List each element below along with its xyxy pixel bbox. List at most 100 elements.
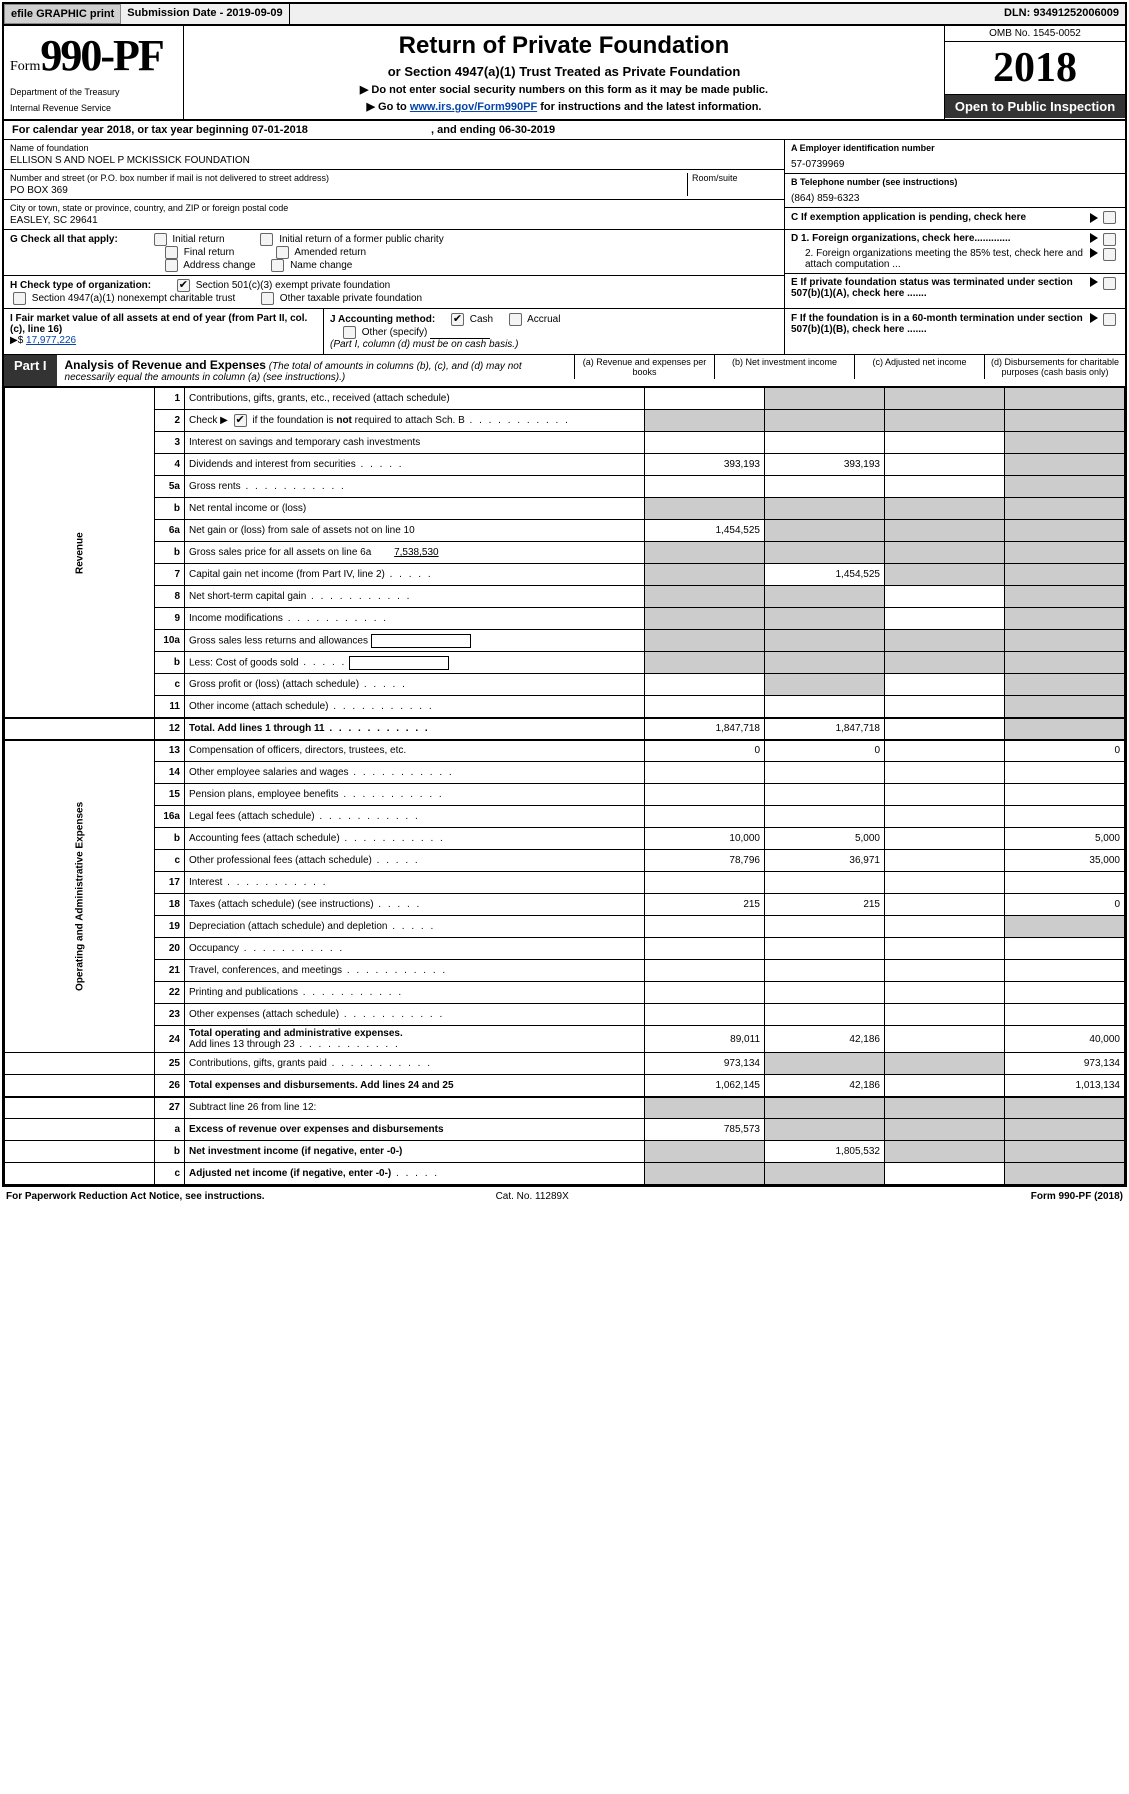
h-4947-checkbox[interactable] — [13, 292, 26, 305]
line-10b-box[interactable] — [349, 656, 449, 670]
line-18-b: 215 — [765, 894, 885, 916]
f-label: F If the foundation is in a 60-month ter… — [791, 313, 1088, 350]
section-i: I Fair market value of all assets at end… — [4, 309, 324, 354]
col-d-header: (d) Disbursements for charitable purpose… — [984, 355, 1125, 379]
year-block: OMB No. 1545-0052 2018 Open to Public In… — [945, 26, 1125, 119]
h-other-taxable-checkbox[interactable] — [261, 292, 274, 305]
g-opt-2: Final return — [184, 247, 235, 258]
line-3-desc: Interest on savings and temporary cash i… — [185, 432, 645, 454]
part-i-header: Part I Analysis of Revenue and Expenses … — [4, 355, 1125, 387]
j-accrual-checkbox[interactable] — [509, 313, 522, 326]
line-12-a: 1,847,718 — [645, 718, 765, 740]
section-j: J Accounting method: Cash Accrual Other … — [324, 309, 785, 354]
table-row: bNet investment income (if negative, ent… — [5, 1141, 1125, 1163]
table-row: 5aGross rents — [5, 476, 1125, 498]
line-26-desc: Total expenses and disbursements. Add li… — [185, 1075, 645, 1097]
j-other-checkbox[interactable] — [343, 326, 356, 339]
arrow-icon — [1090, 248, 1098, 258]
line-25-a: 973,134 — [645, 1053, 765, 1075]
irs-link[interactable]: www.irs.gov/Form990PF — [410, 101, 537, 113]
line-27b-desc: Net investment income (if negative, ente… — [189, 1146, 402, 1157]
j-other-input[interactable] — [430, 327, 490, 339]
table-row: 17Interest — [5, 872, 1125, 894]
d1-checkbox[interactable] — [1103, 233, 1116, 246]
arrow-icon — [1090, 313, 1098, 323]
revenue-label: Revenue — [5, 388, 155, 718]
g-initial-return-former-checkbox[interactable] — [260, 233, 273, 246]
line-27a-a: 785,573 — [645, 1119, 765, 1141]
j-label: J Accounting method: — [330, 314, 435, 325]
e-checkbox[interactable] — [1103, 277, 1116, 290]
phone-label: B Telephone number (see instructions) — [791, 177, 1119, 187]
section-d: D 1. Foreign organizations, check here..… — [785, 230, 1125, 274]
line-18-d: 0 — [1005, 894, 1125, 916]
g-final-return-checkbox[interactable] — [165, 246, 178, 259]
j-cash-checkbox[interactable] — [451, 313, 464, 326]
section-c-checkbox[interactable] — [1103, 211, 1116, 224]
room-label: Room/suite — [692, 173, 778, 183]
table-row: bAccounting fees (attach schedule)10,000… — [5, 828, 1125, 850]
table-row: 2Check ▶ if the foundation is not requir… — [5, 410, 1125, 432]
g-opt-0: Initial return — [172, 234, 224, 245]
table-row: 12Total. Add lines 1 through 111,847,718… — [5, 718, 1125, 740]
i-value[interactable]: 17,977,226 — [26, 335, 76, 346]
ein-cell: A Employer identification number 57-0739… — [785, 140, 1125, 174]
line-16b-a: 10,000 — [645, 828, 765, 850]
line-24-desc: Total operating and administrative expen… — [189, 1028, 403, 1039]
table-row: 8Net short-term capital gain — [5, 586, 1125, 608]
info-left: Name of foundation ELLISON S AND NOEL P … — [4, 140, 785, 229]
taxyear-end: 06-30-2019 — [499, 124, 555, 136]
table-row: 6aNet gain or (loss) from sale of assets… — [5, 520, 1125, 542]
addr-label: Number and street (or P.O. box number if… — [10, 173, 683, 183]
form-id-block: Form990-PF Department of the Treasury In… — [4, 26, 184, 119]
line-7-b: 1,454,525 — [765, 564, 885, 586]
table-row: cAdjusted net income (if negative, enter… — [5, 1163, 1125, 1185]
table-row: Revenue 1Contributions, gifts, grants, e… — [5, 388, 1125, 410]
info-right: A Employer identification number 57-0739… — [785, 140, 1125, 229]
sch-b-checkbox[interactable] — [234, 414, 247, 427]
table-row: bLess: Cost of goods sold — [5, 652, 1125, 674]
line-15-desc: Pension plans, employee benefits — [189, 789, 339, 800]
line-19-desc: Depreciation (attach schedule) and deple… — [189, 921, 387, 932]
sections-d-e: D 1. Foreign organizations, check here..… — [785, 230, 1125, 308]
part-title: Analysis of Revenue and Expenses — [65, 358, 266, 372]
d1-label: D 1. Foreign organizations, check here..… — [791, 233, 1088, 246]
line-17-desc: Interest — [189, 877, 222, 888]
instr-post: for instructions and the latest informat… — [537, 101, 761, 113]
omb-number: OMB No. 1545-0052 — [945, 26, 1125, 42]
f-checkbox[interactable] — [1103, 313, 1116, 326]
h-501c3-checkbox[interactable] — [177, 279, 190, 292]
g-amended-return-checkbox[interactable] — [276, 246, 289, 259]
line-18-a: 215 — [645, 894, 765, 916]
tax-year-row: For calendar year 2018, or tax year begi… — [4, 121, 1125, 140]
g-opt-1: Initial return of a former public charit… — [279, 234, 444, 245]
line-16c-desc: Other professional fees (attach schedule… — [189, 855, 372, 866]
e-label: E If private foundation status was termi… — [791, 277, 1088, 299]
g-initial-return-checkbox[interactable] — [154, 233, 167, 246]
name-label: Name of foundation — [10, 143, 778, 153]
line-11-desc: Other income (attach schedule) — [189, 701, 329, 712]
info-grid: Name of foundation ELLISON S AND NOEL P … — [4, 140, 1125, 230]
d2-checkbox[interactable] — [1103, 248, 1116, 261]
g-address-change-checkbox[interactable] — [165, 259, 178, 272]
line-6b-desc: Gross sales price for all assets on line… — [189, 547, 371, 558]
sections-g-h: G Check all that apply: Initial return I… — [4, 230, 785, 308]
line-26-b: 42,186 — [765, 1075, 885, 1097]
footer-left: For Paperwork Reduction Act Notice, see … — [6, 1191, 265, 1202]
submission-date: Submission Date - 2019-09-09 — [121, 4, 289, 24]
d2-label: 2. Foreign organizations meeting the 85%… — [791, 248, 1088, 270]
line-16b-desc: Accounting fees (attach schedule) — [189, 833, 340, 844]
col-a-header: (a) Revenue and expenses per books — [574, 355, 714, 379]
g-name-change-checkbox[interactable] — [271, 259, 284, 272]
line-4-b: 393,193 — [765, 454, 885, 476]
efile-print-button[interactable]: efile GRAPHIC print — [4, 4, 121, 24]
line-25-desc: Contributions, gifts, grants paid — [189, 1058, 327, 1069]
section-e: E If private foundation status was termi… — [785, 274, 1125, 302]
instr-pre: ▶ Go to — [367, 101, 410, 113]
arrow-icon — [1090, 277, 1098, 287]
table-row: 15Pension plans, employee benefits — [5, 784, 1125, 806]
taxyear-mid: , and ending — [431, 124, 499, 136]
g-opt-3: Amended return — [294, 247, 366, 258]
line-10a-box[interactable] — [371, 634, 471, 648]
line-2-pre: Check ▶ — [189, 415, 228, 426]
